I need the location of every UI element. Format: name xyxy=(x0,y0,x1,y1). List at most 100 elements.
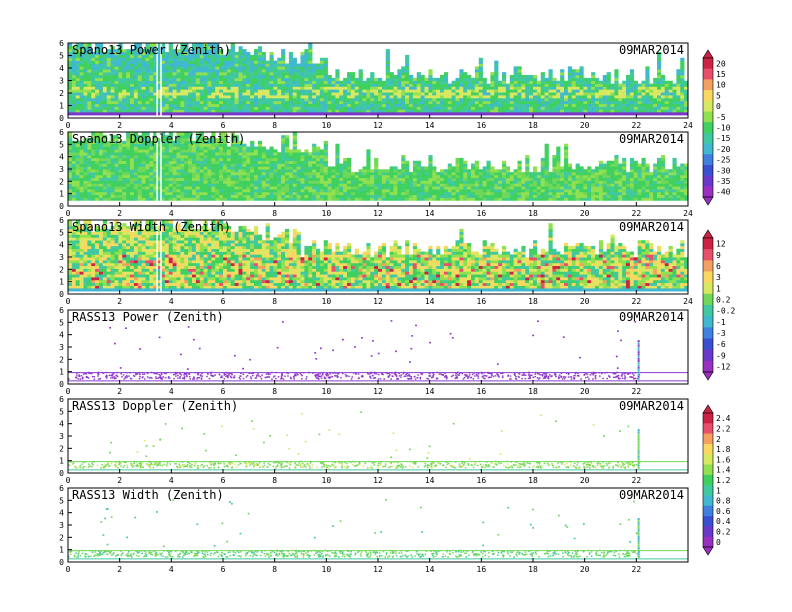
heatmap-cell xyxy=(211,152,216,156)
heatmap-cell xyxy=(71,157,77,162)
heatmap-cell xyxy=(281,72,286,76)
heatmap-cell xyxy=(428,98,433,102)
heatmap-cell xyxy=(471,180,476,184)
heatmap-cell xyxy=(110,135,115,139)
heatmap-cell xyxy=(223,75,228,79)
heatmap-cell xyxy=(87,80,92,84)
heatmap-cell xyxy=(192,75,197,79)
heatmap-cell xyxy=(137,112,142,116)
heatmap-cell xyxy=(300,169,305,173)
heatmap-cell xyxy=(184,174,189,179)
heatmap-cell xyxy=(246,103,251,107)
heatmap-cell xyxy=(428,86,433,90)
heatmap-cell xyxy=(226,83,232,87)
heatmap-cell xyxy=(598,100,604,105)
heatmap-cell xyxy=(238,77,243,82)
heatmap-cell xyxy=(463,174,468,179)
heatmap-cell xyxy=(478,186,483,190)
heatmap-cell xyxy=(157,194,162,198)
heatmap-cell xyxy=(587,77,592,82)
heatmap-cell xyxy=(257,86,263,90)
heatmap-cell xyxy=(405,103,410,107)
heatmap-cell xyxy=(192,54,197,59)
heatmap-cell xyxy=(83,106,88,110)
heatmap-cell xyxy=(579,89,584,93)
heatmap-cell xyxy=(428,92,433,96)
heatmap-cell xyxy=(366,180,371,184)
heatmap-cell xyxy=(536,80,542,84)
heatmap-cell xyxy=(246,149,251,153)
heatmap-cell xyxy=(203,89,208,93)
heatmap-cell xyxy=(238,186,243,190)
heatmap-cell xyxy=(463,191,468,196)
heatmap-cell xyxy=(478,80,483,84)
heatmap-cell xyxy=(657,54,662,59)
heatmap-cell xyxy=(176,52,181,56)
heatmap-cell xyxy=(544,86,549,90)
heatmap-cell xyxy=(269,152,274,156)
heatmap-cell xyxy=(335,100,340,105)
heatmap-cell xyxy=(354,89,359,93)
heatmap-cell xyxy=(149,183,154,187)
heatmap-cell xyxy=(102,180,108,184)
heatmap-cell xyxy=(91,157,96,162)
heatmap-cell xyxy=(366,174,371,179)
heatmap-cell xyxy=(308,92,313,96)
heatmap-cell xyxy=(199,163,204,167)
heatmap-cell xyxy=(354,98,359,102)
heatmap-cell xyxy=(544,89,549,93)
heatmap-cell xyxy=(79,109,84,113)
heatmap-cell xyxy=(381,174,387,179)
heatmap-cell xyxy=(629,77,635,82)
heatmap-cell xyxy=(358,80,363,84)
heatmap-cell xyxy=(447,95,452,99)
heatmap-cell xyxy=(471,189,476,193)
heatmap-cell xyxy=(157,80,162,84)
heatmap-cell xyxy=(141,112,146,116)
heatmap-cell xyxy=(180,103,185,107)
heatmap-cell xyxy=(401,92,406,96)
heatmap-cell xyxy=(482,189,487,193)
heatmap-cell xyxy=(192,83,197,87)
heatmap-cell xyxy=(238,46,243,50)
heatmap-cell xyxy=(494,83,499,87)
heatmap-cell xyxy=(102,172,108,176)
heatmap-cell xyxy=(180,138,185,142)
heatmap-cell xyxy=(195,54,201,59)
heatmap-cell xyxy=(393,180,398,184)
heatmap-cell xyxy=(106,75,111,79)
heatmap-cell xyxy=(463,95,468,99)
heatmap-cell xyxy=(335,69,340,73)
heatmap-cell xyxy=(331,80,336,84)
heatmap-cell xyxy=(300,112,305,116)
heatmap-cell xyxy=(521,112,526,116)
heatmap-cell xyxy=(370,189,375,193)
heatmap-cell xyxy=(106,72,111,76)
heatmap-cell xyxy=(230,146,235,150)
heatmap-cell xyxy=(517,191,522,196)
heatmap-cell xyxy=(680,83,685,87)
heatmap-cell xyxy=(641,100,646,105)
heatmap-cell xyxy=(490,75,495,79)
heatmap-cell xyxy=(347,160,352,164)
heatmap-cell xyxy=(180,100,185,105)
heatmap-cell xyxy=(657,98,662,102)
heatmap-cell xyxy=(91,172,96,176)
heatmap-cell xyxy=(571,103,576,107)
heatmap-cell xyxy=(393,112,398,116)
heatmap-cell xyxy=(668,103,673,107)
heatmap-cell xyxy=(87,138,92,142)
heatmap-cell xyxy=(335,172,340,176)
heatmap-cell xyxy=(145,186,150,190)
heatmap-cell xyxy=(335,169,340,173)
heatmap-cell xyxy=(668,92,673,96)
heatmap-cell xyxy=(176,92,181,96)
heatmap-cell xyxy=(168,60,173,64)
heatmap-cell xyxy=(79,106,84,110)
heatmap-cell xyxy=(459,89,464,93)
heatmap-cell xyxy=(505,95,511,99)
heatmap-cell xyxy=(184,197,189,201)
heatmap-cell xyxy=(203,112,208,116)
heatmap-cell xyxy=(161,155,166,159)
heatmap-cell xyxy=(684,92,689,96)
